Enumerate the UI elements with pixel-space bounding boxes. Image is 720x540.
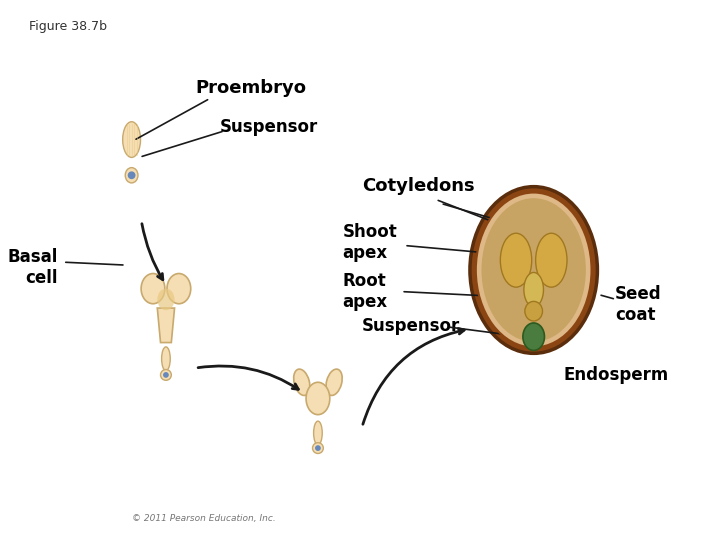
Circle shape xyxy=(312,443,323,454)
Ellipse shape xyxy=(161,347,170,370)
Text: Suspensor: Suspensor xyxy=(220,118,318,136)
Ellipse shape xyxy=(523,323,544,350)
Ellipse shape xyxy=(157,289,174,310)
Polygon shape xyxy=(157,308,174,342)
Ellipse shape xyxy=(524,273,544,307)
Text: Basal
cell: Basal cell xyxy=(8,248,58,287)
Ellipse shape xyxy=(294,369,310,395)
Text: Endosperm: Endosperm xyxy=(563,366,668,384)
Circle shape xyxy=(163,373,168,377)
Ellipse shape xyxy=(326,369,342,395)
Ellipse shape xyxy=(536,233,567,287)
Text: Proembryo: Proembryo xyxy=(195,79,306,97)
Text: Shoot
apex: Shoot apex xyxy=(343,223,397,262)
Ellipse shape xyxy=(122,122,140,158)
Text: Figure 38.7b: Figure 38.7b xyxy=(29,20,107,33)
Ellipse shape xyxy=(525,301,542,321)
Ellipse shape xyxy=(306,382,330,415)
Text: Cotyledons: Cotyledons xyxy=(362,177,474,195)
Circle shape xyxy=(316,446,320,450)
Text: Seed
coat: Seed coat xyxy=(615,285,662,323)
Text: Root
apex: Root apex xyxy=(343,272,387,310)
Circle shape xyxy=(128,172,135,178)
Text: © 2011 Pearson Education, Inc.: © 2011 Pearson Education, Inc. xyxy=(132,514,275,523)
Ellipse shape xyxy=(314,421,323,445)
Ellipse shape xyxy=(482,199,585,341)
Ellipse shape xyxy=(476,193,592,347)
Text: Suspensor: Suspensor xyxy=(362,317,460,335)
Ellipse shape xyxy=(141,274,165,303)
Circle shape xyxy=(161,369,171,380)
Ellipse shape xyxy=(125,167,138,183)
Ellipse shape xyxy=(167,274,191,303)
Ellipse shape xyxy=(470,187,598,353)
Ellipse shape xyxy=(500,233,531,287)
